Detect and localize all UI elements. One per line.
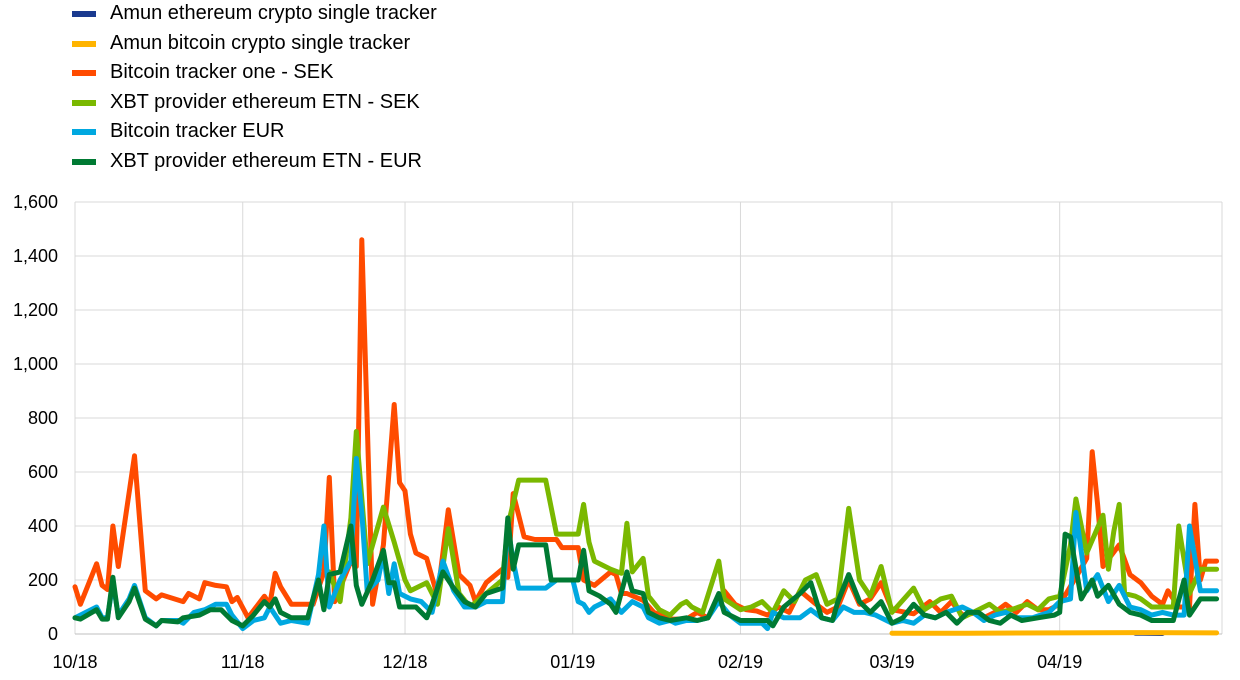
series-line-6 — [72, 515, 1220, 629]
legend-swatch — [72, 70, 96, 76]
y-tick-label: 1,600 — [13, 192, 58, 212]
y-tick-label: 800 — [28, 408, 58, 428]
x-tick-label: 01/19 — [550, 652, 595, 672]
y-axis: 0 200 400 600 800 1,000 1,200 1,400 1,600 — [13, 192, 58, 644]
y-tick-label: 400 — [28, 516, 58, 536]
series-line-2 — [889, 630, 1220, 636]
legend-label: Bitcoin tracker EUR — [110, 120, 285, 142]
legend-label: Amun bitcoin crypto single tracker — [110, 31, 411, 54]
legend-swatch — [72, 129, 96, 135]
legend-label: Bitcoin tracker one - SEK — [110, 61, 334, 83]
x-tick-label: 11/18 — [221, 652, 265, 672]
y-tick-label: 200 — [28, 570, 58, 590]
legend-swatch — [72, 11, 96, 17]
y-tick-label: 1,400 — [13, 246, 58, 266]
legend-swatch — [72, 158, 96, 165]
y-tick-label: 0 — [48, 624, 58, 644]
grid-lines — [74, 201, 1223, 635]
series-line-5 — [72, 456, 1220, 632]
x-tick-label: 02/19 — [718, 652, 763, 672]
y-tick-label: 1,000 — [13, 354, 58, 374]
legend-label: XBT provider ethereum ETN - SEK — [110, 90, 420, 113]
legend-swatch — [72, 40, 96, 47]
x-tick-label: 03/19 — [869, 652, 914, 672]
legend-label: XBT provider ethereum ETN - EUR — [110, 149, 422, 172]
legend-label: Amun ethereum crypto single tracker — [110, 2, 437, 24]
y-tick-label: 600 — [28, 462, 58, 482]
x-tick-label: 04/19 — [1037, 652, 1082, 672]
series-line-4 — [326, 429, 1220, 621]
x-tick-label: 10/18 — [52, 652, 97, 672]
y-tick-label: 1,200 — [13, 300, 58, 320]
legend-swatch — [72, 99, 96, 106]
x-axis: 10/18 11/18 12/18 01/19 02/19 03/19 04/19 — [52, 652, 1082, 672]
series-lines — [72, 237, 1220, 636]
x-tick-label: 12/18 — [383, 652, 428, 672]
